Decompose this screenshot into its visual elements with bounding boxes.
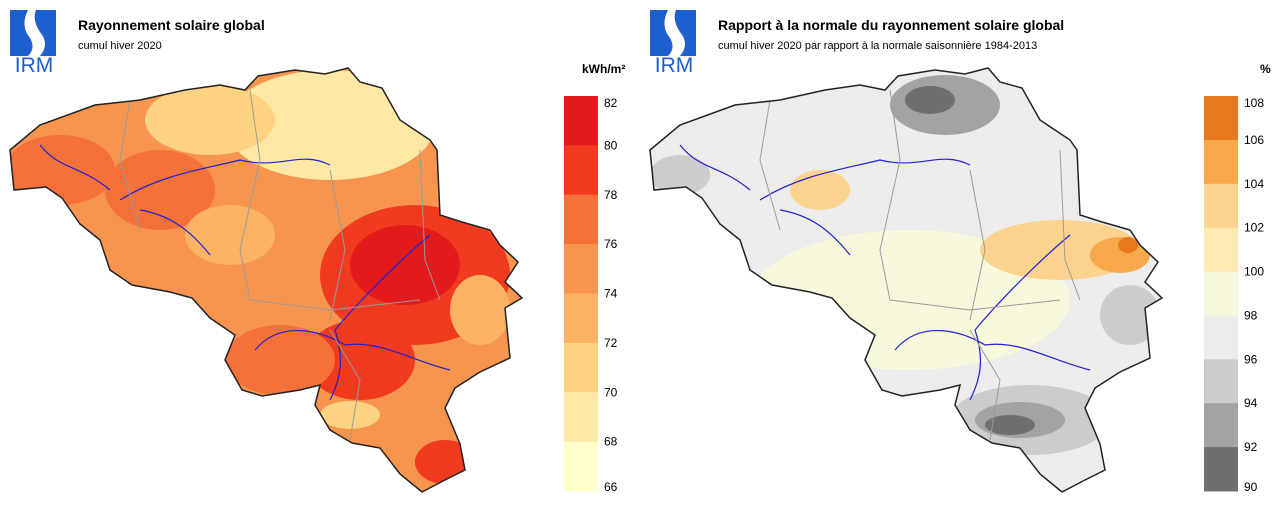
left-panel: IRM Rayonnement solaire global cumul hiv… [9,10,640,496]
legend-tick-label: 68 [604,435,618,449]
zone-south-center [305,320,415,400]
zone-flanders [105,150,215,230]
zone-east-peak [1118,237,1138,253]
logo-wave-shape-2 [34,10,56,56]
rivers [39,144,451,401]
legend-swatch [564,96,598,146]
legend-tick-label: 78 [604,188,618,202]
legend-tick-label: 72 [604,336,618,350]
legend-tick-label: 90 [1244,480,1258,494]
legend-tick-label: 94 [1244,396,1258,410]
legend-tick-label: 98 [1244,308,1258,322]
zone-coast [145,85,275,155]
irm-logo: IRM [10,10,56,74]
legend-swatch [1204,359,1238,404]
irm-logo: IRM [650,10,696,74]
legend-swatch [1204,183,1238,229]
zone-north-darkest [905,86,955,114]
legend-tick-label: 82 [604,96,618,110]
legend-tick-label: 102 [1244,221,1264,235]
zone-southeast-gray [1100,285,1160,345]
province-borders [759,89,1081,441]
legend-unit: kWh/m² [582,62,626,76]
legend-tick-label: 66 [604,480,618,494]
legend-tick-label: 106 [1244,133,1264,147]
logo-text: IRM [655,54,694,74]
legend-swatch [564,392,598,443]
logo-wave-shape-2 [674,10,696,56]
country-outline [9,67,524,493]
legend-tick-label: 96 [1244,352,1258,366]
legend-tick-label: 100 [1244,265,1264,279]
legend-swatch [1204,403,1238,448]
belgium-radiation-map [9,67,524,493]
zone-east-core [350,225,460,305]
zone-southeast [415,440,475,484]
zone-west-gray [650,155,710,195]
legend-unit: % [1260,62,1271,76]
legend-swatch [564,342,598,393]
logo-text: IRM [15,54,54,74]
legend-tick-label: 80 [604,138,618,152]
province-borders [119,89,441,441]
color-legend: 82 80 78 76 74 72 70 68 66 [564,96,640,496]
logo-wave-shape [650,10,673,56]
map-subtitle: cumul hiver 2020 par rapport à la normal… [718,40,1038,52]
legend-tick-label: 76 [604,237,618,251]
legend-swatch [564,244,598,294]
legend-tick-label: 74 [604,287,618,301]
legend-swatch [564,293,598,344]
legend-swatch [564,194,598,245]
zone-center [185,205,275,265]
belgium-ratio-map [649,67,1164,493]
legend-swatch [1204,227,1238,273]
zone-south [225,325,335,395]
legend-swatch [1204,447,1238,492]
logo-wave-shape [10,10,33,56]
legend-tick-label: 104 [1244,177,1264,191]
rivers [679,144,1091,401]
legend-swatch [1204,271,1238,316]
zone-north-pale [225,70,435,180]
right-panel: IRM Rapport à la normale du rayonnement … [640,0,1280,507]
color-legend: 108 106 104 102 100 98 96 94 92 90 [1204,96,1280,496]
zone-northwest-warm [790,170,850,210]
legend-tick-label: 70 [604,385,618,399]
zone-southwest [320,401,380,429]
legend-swatch [564,145,598,196]
legend-swatch [1204,96,1238,141]
map-title: Rapport à la normale du rayonnement sola… [718,17,1065,33]
zone-ardennes [450,275,510,345]
map-title: Rayonnement solaire global [78,17,265,33]
legend-swatch [1204,315,1238,360]
legend-swatch [564,441,598,492]
legend-tick-label: 108 [1244,96,1264,110]
zone-west [10,135,115,205]
zone-south-darkest [985,415,1035,435]
legend-swatch [1204,139,1238,185]
map-subtitle: cumul hiver 2020 [78,40,162,52]
legend-tick-label: 92 [1244,440,1258,454]
country-outline [649,67,1164,493]
